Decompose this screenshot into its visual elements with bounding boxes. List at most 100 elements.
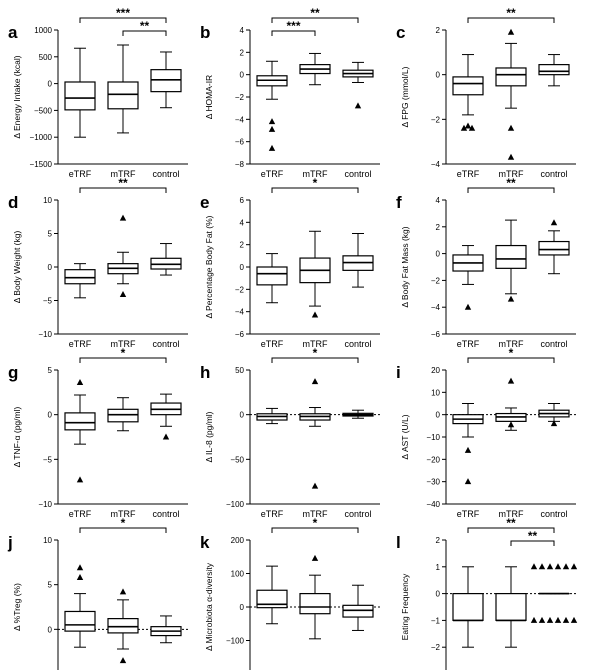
box-iqr (495, 592, 527, 621)
y-tick-label: 5 (48, 230, 53, 239)
x-category-label: mTRF (111, 169, 136, 179)
y-tick-label: 0 (48, 80, 53, 89)
y-axis-label: Δ HOMA-IR (204, 75, 214, 119)
panel-letter: j (7, 533, 13, 552)
x-category-label: eTRF (457, 339, 480, 349)
y-axis-label: Δ FPG (mmol/L) (400, 66, 410, 127)
x-category-label: control (152, 509, 179, 519)
y-tick-label: 0 (48, 263, 53, 272)
significance-bracket (271, 527, 359, 533)
outlier-point (76, 574, 84, 581)
outlier-point (76, 564, 84, 571)
y-tick-label: 2 (240, 241, 245, 250)
significance-label: ** (506, 176, 516, 190)
panel-letter: e (200, 193, 209, 212)
box-control (342, 233, 374, 288)
y-tick-label: −2 (431, 276, 441, 285)
box-iqr (495, 244, 527, 269)
outlier-point (76, 379, 84, 386)
panel-letter: d (8, 193, 18, 212)
outlier-point (268, 125, 276, 132)
significance-label: * (121, 516, 126, 530)
x-category-label: eTRF (261, 169, 284, 179)
significance-bracket (510, 540, 555, 546)
box-iqr (342, 604, 374, 618)
box-iqr (64, 610, 96, 632)
y-tick-label: −2 (235, 285, 245, 294)
outlier-point (562, 563, 570, 570)
x-category-label: control (540, 509, 567, 519)
box-control (150, 51, 182, 109)
y-tick-label: 2 (436, 26, 441, 35)
y-tick-label: 20 (431, 366, 440, 375)
x-category-label: eTRF (261, 339, 284, 349)
significance-bracket (467, 357, 555, 363)
y-tick-label: 1000 (34, 26, 52, 35)
outlier-point (464, 122, 472, 129)
outlier-point (507, 153, 515, 160)
y-axis-label: Δ Percentage Body Fat (%) (204, 215, 214, 318)
y-tick-label: 10 (43, 196, 52, 205)
x-category-label: mTRF (111, 509, 136, 519)
box-iqr (150, 69, 182, 93)
box-iqr (299, 592, 331, 615)
box-eTRF (256, 407, 288, 425)
outlier-point (507, 28, 515, 35)
y-tick-label: −100 (226, 637, 245, 646)
outlier-point (530, 563, 538, 570)
significance-label: ** (310, 6, 320, 20)
significance-label: ** (140, 19, 150, 33)
y-axis-label: Δ IL-8 (pg/ml) (204, 411, 214, 462)
significance-label: * (121, 346, 126, 360)
y-tick-label: 6 (240, 196, 245, 205)
y-tick-label: −100 (226, 500, 245, 509)
outlier-point (354, 102, 362, 109)
x-category-label: control (344, 169, 371, 179)
y-axis-label: Δ Microbiota α-diversity (204, 562, 214, 651)
significance-label: * (313, 176, 318, 190)
x-category-label: mTRF (499, 509, 524, 519)
y-axis-label: Eating Frequency (400, 573, 410, 640)
x-category-label: control (540, 339, 567, 349)
y-tick-label: 0 (48, 411, 53, 420)
x-category-label: mTRF (303, 339, 328, 349)
y-tick-label: 0 (240, 263, 245, 272)
outlier-point (311, 482, 319, 489)
outlier-point (538, 563, 546, 570)
box-iqr (452, 76, 484, 96)
box-iqr (256, 589, 288, 609)
y-tick-label: 4 (240, 26, 245, 35)
significance-bracket (79, 527, 167, 533)
x-category-label: control (152, 339, 179, 349)
panel-f: f 4 2 0 −2 −4 −6 Δ Body Fat Mass (kg) eTRF mTRF co… (396, 176, 576, 349)
box-eTRF (64, 47, 96, 138)
outlier-point (162, 433, 170, 440)
box-mTRF (107, 588, 139, 664)
x-category-label: mTRF (303, 169, 328, 179)
y-tick-label: −6 (235, 330, 245, 339)
outlier-point (507, 295, 515, 302)
y-tick-label: −20 (426, 455, 440, 464)
box-eTRF (256, 60, 288, 151)
y-axis-label: Δ Body Weight (kg) (12, 231, 22, 304)
significance-bracket (467, 17, 555, 23)
box-eTRF (452, 566, 484, 648)
outlier-point (554, 616, 562, 623)
box-control (538, 219, 570, 275)
outlier-point (538, 616, 546, 623)
box-iqr (64, 269, 96, 285)
box-mTRF (299, 554, 331, 640)
y-tick-label: −4 (431, 303, 441, 312)
outlier-point (268, 144, 276, 151)
box-iqr (495, 67, 527, 87)
outlier-point (464, 446, 472, 453)
significance-label: * (313, 516, 318, 530)
panel-letter: i (396, 363, 401, 382)
outlier-point (311, 311, 319, 318)
y-tick-label: 4 (240, 218, 245, 227)
x-category-label: control (152, 169, 179, 179)
significance-label: ** (506, 516, 516, 530)
